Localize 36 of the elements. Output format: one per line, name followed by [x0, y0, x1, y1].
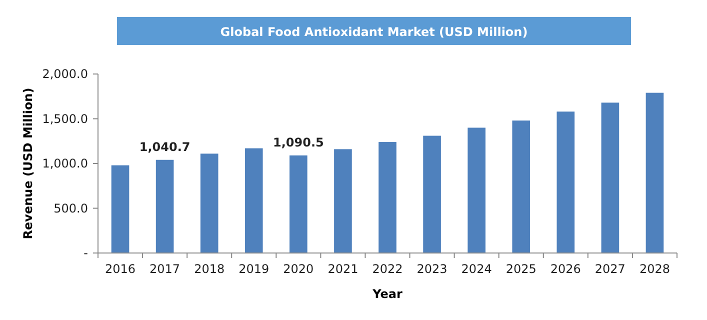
x-tick-label: 2024: [461, 262, 492, 276]
y-tick-label: -: [84, 246, 88, 260]
bar: [290, 155, 308, 253]
bar: [512, 120, 530, 253]
y-tick-label: 1,500.0: [42, 112, 88, 126]
x-tick-label: 2017: [150, 262, 180, 276]
bar: [334, 149, 352, 253]
y-tick-label: 1,000.0: [42, 156, 88, 171]
bar: [646, 92, 664, 253]
y-tick-label: 2,000.0: [42, 67, 88, 82]
x-tick-label: 2020: [283, 262, 314, 276]
x-tick-label: 2022: [372, 262, 403, 276]
bar: [556, 112, 575, 253]
x-tick-label: 2025: [506, 262, 536, 276]
data-label: 1,090.5: [272, 135, 324, 150]
bar: [423, 136, 441, 253]
bar: [601, 102, 620, 253]
x-tick-label: 2027: [594, 262, 626, 276]
bar: [111, 165, 130, 253]
x-tick-label: 2026: [550, 262, 581, 276]
x-tick-label: 2019: [238, 262, 270, 276]
x-axis-title: Year: [372, 287, 402, 301]
y-tick-label: 500.0: [54, 201, 88, 216]
bar: [156, 160, 174, 253]
y-axis-title: Revenue (USD Million): [21, 88, 35, 240]
data-label: 1,040.7: [139, 140, 190, 154]
bar: [468, 128, 486, 253]
x-tick-label: 2016: [104, 262, 136, 276]
bar: [244, 148, 263, 253]
x-tick-label: 2023: [416, 262, 448, 276]
x-tick-label: 2018: [194, 262, 225, 276]
x-tick-label: 2028: [639, 262, 670, 276]
bar: [378, 142, 396, 253]
x-tick-label: 2021: [328, 262, 358, 276]
bar: [200, 154, 218, 253]
chart-title: Global Food Antioxidant Market (USD Million): [220, 25, 528, 39]
